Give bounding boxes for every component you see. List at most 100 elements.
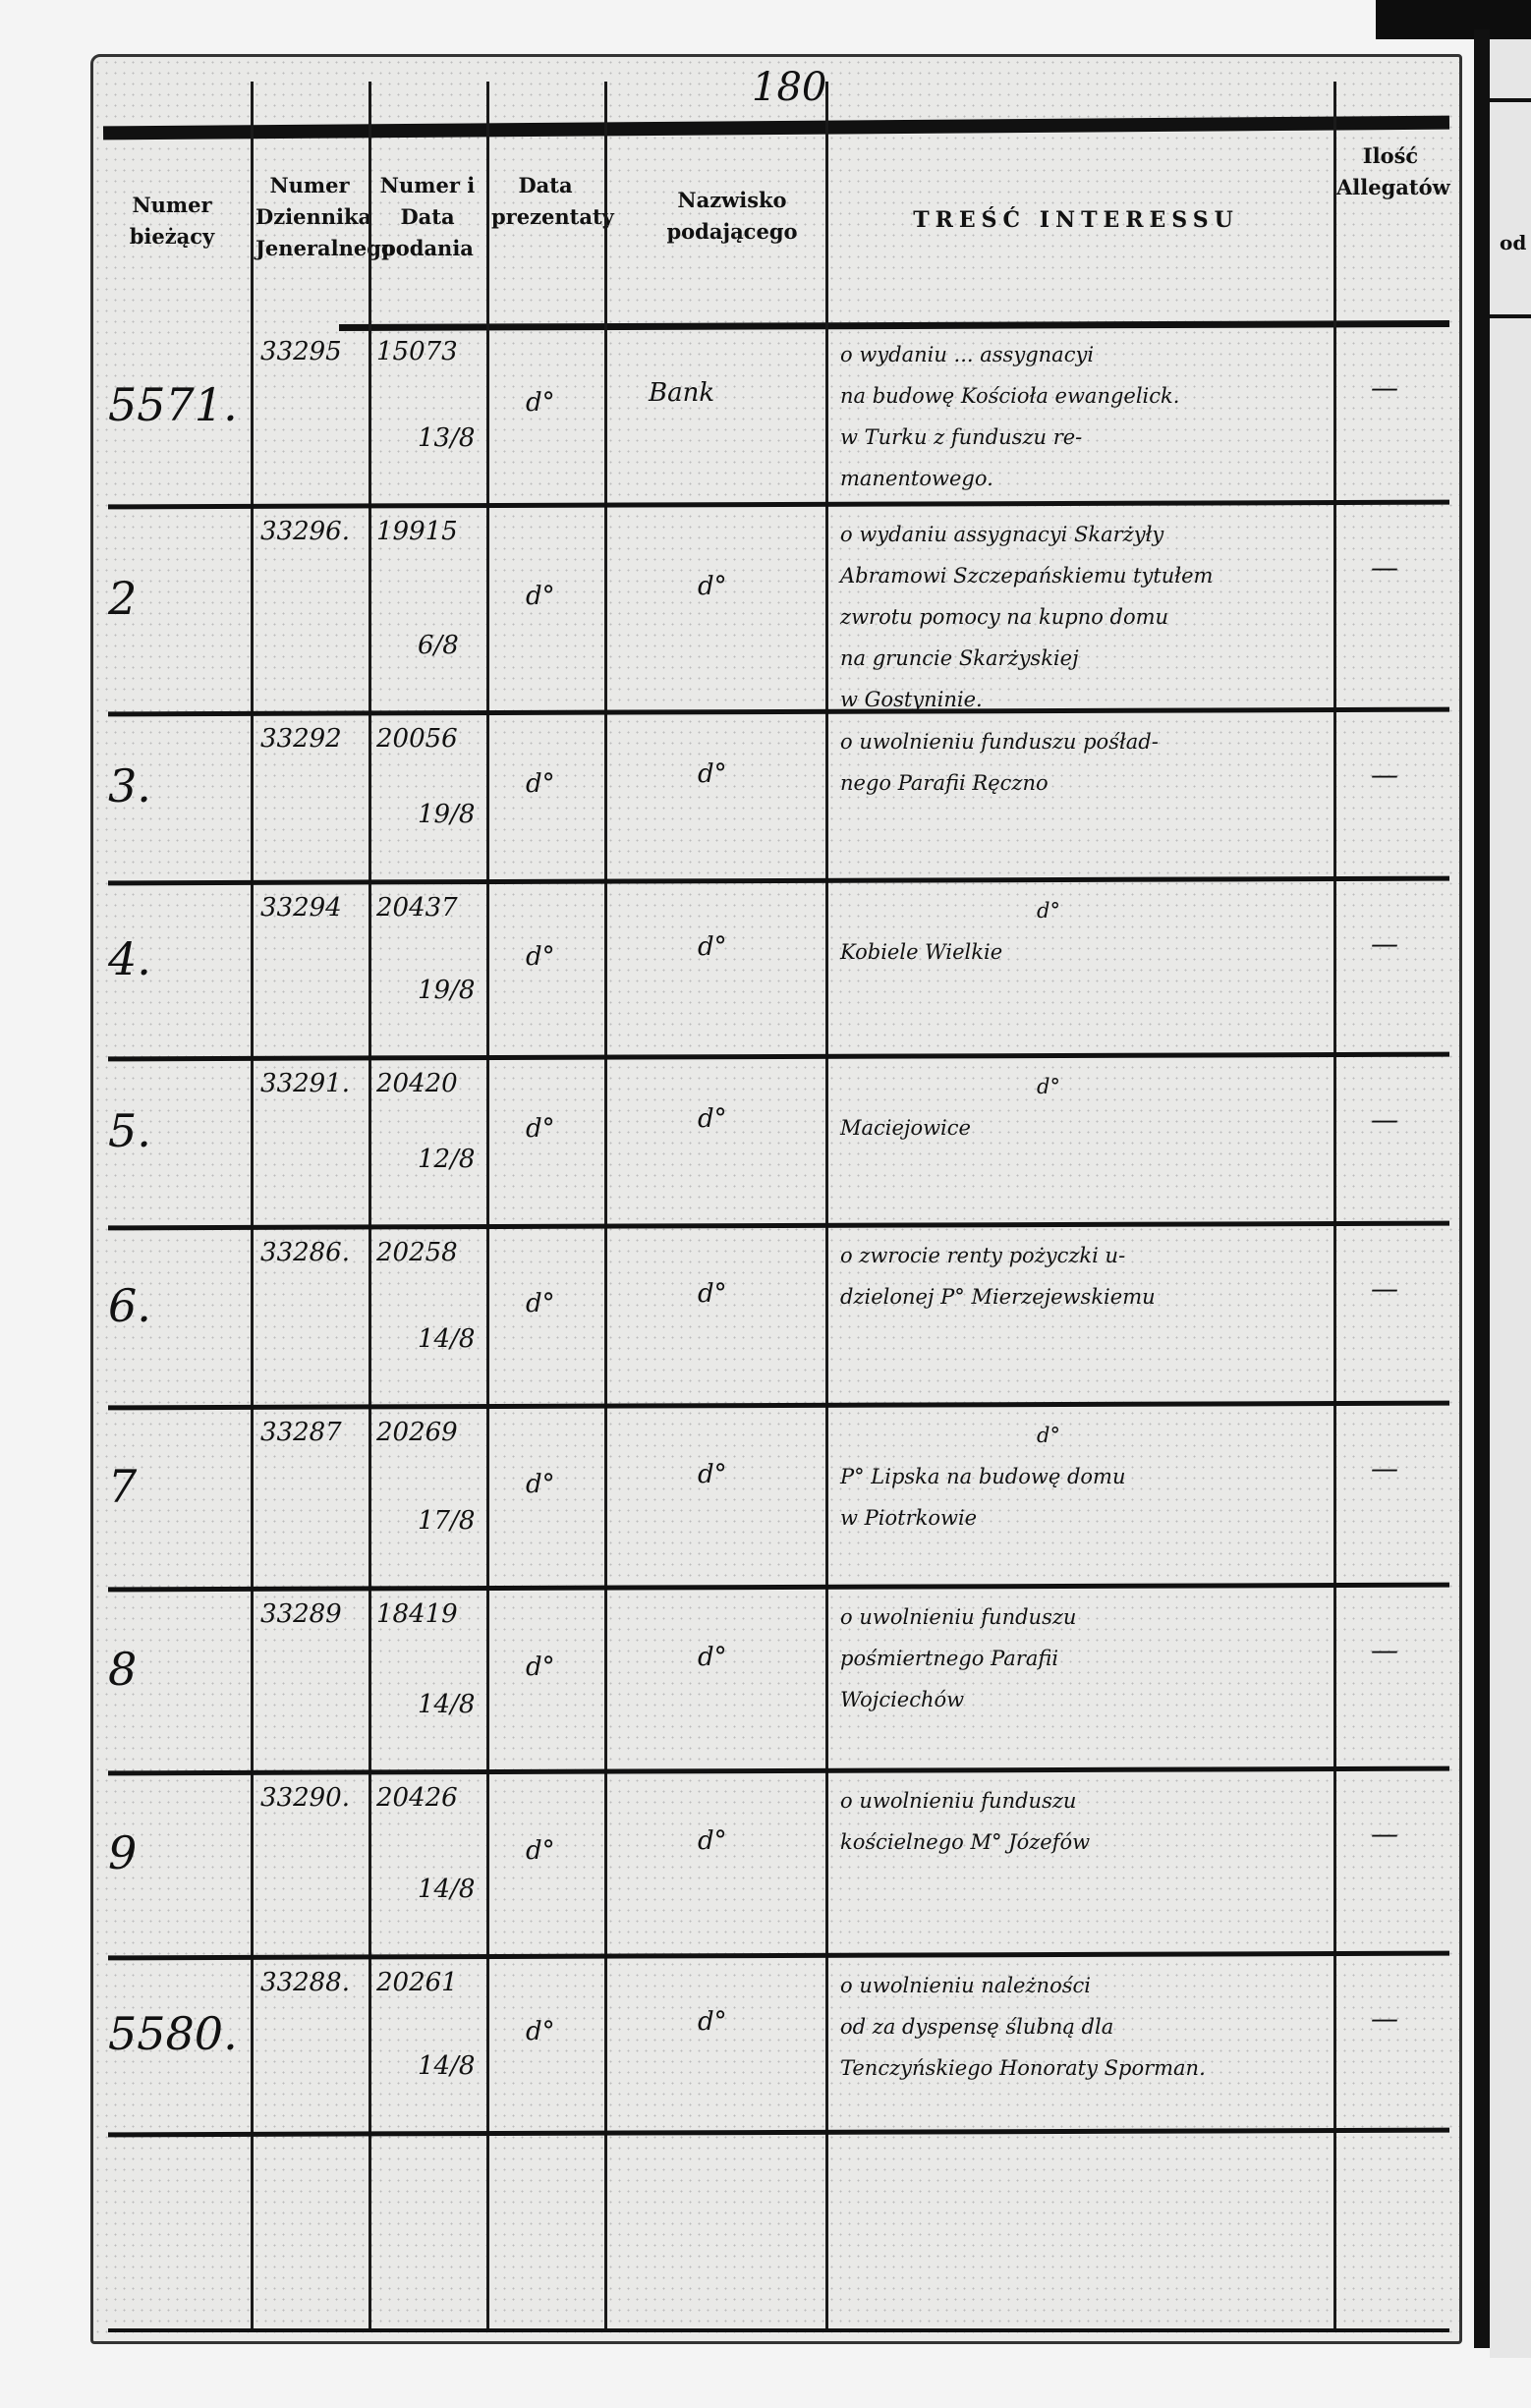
header-top-rule	[102, 115, 1450, 140]
journal-number: 33291.	[260, 1069, 350, 1098]
submission-number: 20437	[376, 893, 458, 923]
row-number: 7	[108, 1459, 138, 1513]
content-line: w Piotrkowie	[840, 1506, 978, 1530]
case-content: o uwolnieniu funduszu kościelnego M° Józe…	[840, 1780, 1327, 1863]
header-submitter-name: Nazwisko podającego	[666, 188, 798, 244]
case-content: o zwrocie renty pożyczki u-dzielonej P° …	[840, 1235, 1327, 1317]
content-line: dzielonej P° Mierzejewskiemu	[840, 1285, 1156, 1309]
content-line: pośmiertnego Parafii	[840, 1647, 1059, 1670]
content-line: d°	[1037, 1424, 1060, 1447]
attachments-count: —	[1371, 551, 1398, 584]
row-divider	[107, 1950, 1450, 1961]
submission-number: 18419	[376, 1599, 458, 1629]
row-divider	[107, 1400, 1450, 1411]
row-number: 5580.	[108, 2007, 238, 2060]
presentation-date: d°	[526, 387, 555, 418]
case-content: o uwolnieniu należności od za dyspensę śl…	[840, 1965, 1327, 2089]
column-divider	[251, 82, 254, 2331]
submission-number: 20258	[376, 1238, 458, 1267]
row-number: 6.	[108, 1278, 151, 1332]
content-line: manentowego.	[840, 467, 993, 490]
header-presentation-date: Data prezentaty	[491, 173, 614, 229]
content-line: zwrotu pomocy na kupno domu	[840, 605, 1169, 629]
column-divider	[604, 82, 607, 2331]
content-line: kościelnego M° Józefów	[840, 1830, 1091, 1854]
attachments-count: —	[1371, 1818, 1398, 1850]
page-gutter	[1474, 29, 1490, 2348]
row-number: 4.	[108, 931, 151, 985]
submission-number: 20056	[376, 724, 458, 754]
attachments-count: —	[1371, 927, 1398, 960]
column-divider	[369, 82, 371, 2331]
submission-date: 14/8	[418, 1875, 476, 1904]
rule	[1490, 98, 1531, 102]
case-content: d° Kobiele Wielkie	[840, 890, 1327, 973]
content-line: w Turku z funduszu re-	[840, 425, 1083, 449]
row-divider	[107, 1765, 1450, 1776]
content-line: o wydaniu assygnacyi Skarżyły	[840, 523, 1164, 546]
row-number: 8	[108, 1642, 138, 1696]
journal-number: 33296.	[260, 517, 350, 546]
journal-number: 33294	[260, 893, 342, 923]
row-number: 5571.	[108, 377, 238, 431]
content-line: na gruncie Skarżyskiej	[840, 646, 1079, 670]
submission-number: 20269	[376, 1418, 458, 1447]
presentation-date: d°	[526, 941, 555, 972]
content-line: Kobiele Wielkie	[840, 940, 1003, 964]
row-divider	[107, 1051, 1450, 1062]
content-line: Abramowi Szczepańskiemu tytułem	[840, 564, 1214, 588]
page-number: 180	[752, 65, 827, 110]
submission-date: 12/8	[418, 1145, 476, 1174]
case-content: d° P° Lipska na budowę domu w Piotrkowie	[840, 1415, 1327, 1539]
content-line: o uwolnieniu funduszu	[840, 1789, 1077, 1813]
row-number: 2	[108, 571, 138, 625]
attachments-count: —	[1371, 2002, 1398, 2035]
case-content: d° Maciejowice	[840, 1066, 1327, 1148]
attachments-count: —	[1371, 371, 1398, 404]
submission-date: 6/8	[418, 631, 459, 660]
submitter-name: d°	[698, 759, 727, 789]
presentation-date: d°	[526, 769, 555, 799]
attachments-count: —	[1371, 1634, 1398, 1666]
journal-number: 33286.	[260, 1238, 350, 1267]
journal-number: 33290.	[260, 1783, 350, 1813]
case-content: o wydaniu ... assygnacyi na budowę Kościo…	[840, 334, 1327, 499]
submitter-name: d°	[698, 1459, 727, 1489]
next-page-header-fragment: od	[1500, 231, 1527, 254]
submitter-name: d°	[698, 931, 727, 962]
attachments-count: —	[1371, 1103, 1398, 1136]
content-line: d°	[1037, 899, 1060, 923]
submitter-name: Bank	[649, 377, 715, 408]
case-content: o wydaniu assygnacyi Skarżyły Abramowi Sz…	[840, 514, 1327, 720]
case-content: o uwolnieniu funduszu pośład-nego Parafi…	[840, 721, 1327, 804]
content-line: o wydaniu ... assygnacyi	[840, 343, 1095, 366]
submitter-name: d°	[698, 1278, 727, 1309]
submitter-name: d°	[698, 1826, 727, 1856]
submission-date: 14/8	[418, 2051, 476, 2081]
presentation-date: d°	[526, 1288, 555, 1318]
presentation-date: d°	[526, 1836, 555, 1866]
header-submission: Numer i Data podania	[379, 173, 476, 260]
submitter-name: d°	[698, 2007, 727, 2037]
submission-date: 13/8	[418, 423, 476, 453]
column-divider	[825, 82, 828, 2331]
register-page: 180 Numer bieżący Numer Dziennika Jenera…	[90, 54, 1462, 2344]
submission-date: 17/8	[418, 1506, 476, 1536]
content-line: o uwolnieniu funduszu	[840, 1605, 1077, 1629]
presentation-date: d°	[526, 581, 555, 611]
journal-number: 33289	[260, 1599, 342, 1629]
submission-number: 20261	[376, 1968, 458, 1997]
row-number: 9	[108, 1826, 138, 1879]
content-line: nego Parafii Ręczno	[840, 771, 1049, 795]
submission-date: 14/8	[418, 1324, 476, 1354]
journal-number: 33292	[260, 724, 342, 754]
row-divider	[107, 499, 1450, 510]
header-current-number: Numer bieżący	[129, 193, 215, 249]
content-line: od za dyspensę ślubną dla	[840, 2015, 1114, 2039]
journal-number: 33287	[260, 1418, 342, 1447]
header-bottom-rule	[338, 320, 1450, 331]
attachments-count: —	[1371, 1272, 1398, 1305]
presentation-date: d°	[526, 2017, 555, 2046]
header-journal-number: Numer Dziennika Jeneralnego	[255, 173, 395, 260]
row-number: 5.	[108, 1104, 151, 1157]
